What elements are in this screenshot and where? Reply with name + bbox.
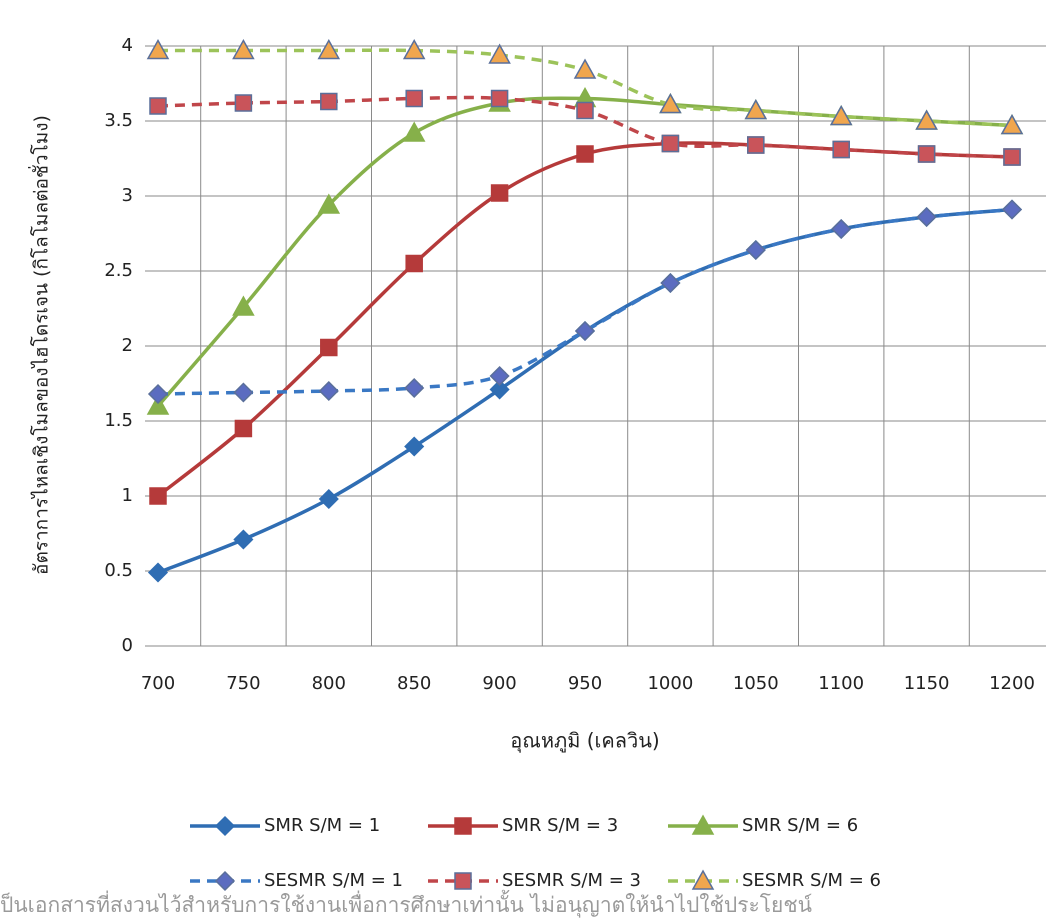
x-tick-label: 1000 [647, 673, 693, 694]
marker [748, 137, 764, 153]
y-tick-label: 2 [122, 335, 133, 356]
y-axis-label: อัตราการไหลเชิงโมลของไฮโดรเจน (กิโลโมลต่… [28, 115, 53, 575]
x-tick-label: 1050 [733, 673, 779, 694]
marker [577, 103, 593, 119]
legend-label: SMR S/M = 3 [502, 815, 618, 836]
x-axis-label: อุณหภูมิ (เคลวิน) [510, 729, 659, 754]
marker [235, 95, 251, 111]
marker [150, 488, 166, 504]
y-tick-label: 2.5 [104, 260, 133, 281]
marker [235, 421, 251, 437]
x-tick-label: 850 [397, 673, 431, 694]
marker [833, 142, 849, 158]
x-tick-label: 750 [226, 673, 260, 694]
y-tick-label: 4 [122, 35, 133, 56]
x-tick-label: 700 [141, 673, 175, 694]
marker [455, 818, 471, 834]
marker [919, 146, 935, 162]
legend-label: SMR S/M = 6 [742, 815, 858, 836]
y-tick-label: 1 [122, 485, 133, 506]
x-tick-label: 950 [568, 673, 602, 694]
y-tick-label: 0.5 [104, 560, 133, 581]
legend-label: SESMR S/M = 6 [742, 870, 881, 891]
x-tick-label: 1100 [818, 673, 864, 694]
marker [492, 185, 508, 201]
footer-text: ป็นเอกสารที่สงวนไว้สำหรับการใช้งานเพื่อก… [0, 890, 812, 918]
chart: อัตราการไหลเชิงโมลของไฮโดรเจน (กิโลโมลต่… [0, 0, 1056, 921]
background [0, 0, 1056, 921]
marker [406, 256, 422, 272]
y-tick-label: 1.5 [104, 410, 133, 431]
marker [662, 136, 678, 152]
marker [321, 340, 337, 356]
x-tick-label: 1200 [989, 673, 1035, 694]
marker [455, 873, 471, 889]
marker [492, 91, 508, 107]
marker [577, 146, 593, 162]
marker [406, 91, 422, 107]
y-tick-label: 0 [122, 635, 133, 656]
marker [150, 98, 166, 114]
y-tick-label: 3.5 [104, 110, 133, 131]
y-tick-label: 3 [122, 185, 133, 206]
x-tick-label: 1150 [904, 673, 950, 694]
x-tick-label: 900 [482, 673, 516, 694]
legend-label: SESMR S/M = 3 [502, 870, 641, 891]
marker [1004, 149, 1020, 165]
x-tick-label: 800 [312, 673, 346, 694]
legend-label: SESMR S/M = 1 [264, 870, 403, 891]
marker [321, 94, 337, 110]
legend-label: SMR S/M = 1 [264, 815, 380, 836]
